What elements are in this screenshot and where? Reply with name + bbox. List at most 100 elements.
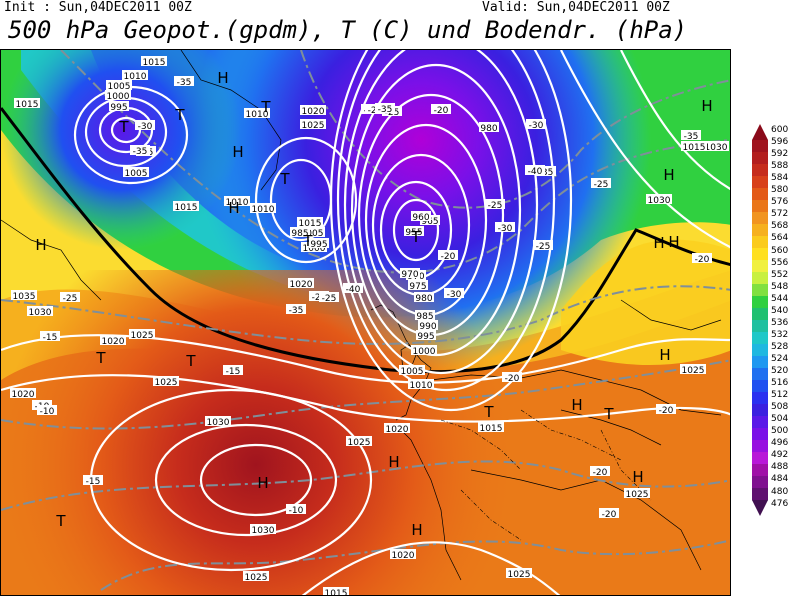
temperature-label-bg	[319, 292, 339, 302]
pressure-label-bg	[10, 388, 36, 398]
pressure-label-text: 1005	[108, 82, 131, 92]
colorbar-tick-label: 512	[771, 390, 789, 401]
colorbar-swatch	[752, 476, 768, 489]
colorbar-tick-label: 516	[771, 378, 789, 389]
temperature-label-text: -25	[488, 201, 503, 211]
high-center-text: H	[411, 521, 422, 539]
pressure-label-bg	[680, 364, 706, 374]
pressure-label-bg	[300, 105, 326, 115]
low-center: T	[260, 98, 271, 116]
pressure-label-bg	[100, 335, 126, 345]
pressure-label-bg	[288, 278, 314, 288]
colorbar-swatch	[752, 356, 768, 369]
temperature-label: -20	[692, 253, 712, 265]
low-center: T	[483, 403, 494, 421]
pressure-label-text: 1005	[401, 367, 424, 377]
pressure-label-text: 1030	[207, 418, 230, 428]
temperature-label: -35	[375, 103, 395, 115]
pressure-label: 980	[414, 292, 434, 304]
pressure-label-text: 995	[310, 240, 327, 250]
temperature-label: -10	[286, 504, 306, 516]
pressure-label-bg	[408, 379, 434, 389]
pressure-label-bg	[173, 201, 199, 211]
pressure-label-text: 955	[405, 228, 422, 238]
low-center: T	[279, 170, 290, 188]
pressure-label-text: 1010	[226, 198, 249, 208]
temperature-label: -20	[599, 508, 619, 520]
temperature-label-text: -25	[63, 294, 78, 304]
pressure-label: 1000	[411, 345, 437, 357]
high-center: H	[701, 97, 712, 115]
temperature-label-text: -35	[684, 132, 699, 142]
pressure-label-text: 985	[291, 229, 308, 239]
temperature-label-bg	[681, 130, 701, 140]
colorbar-swatch	[752, 368, 768, 381]
colorbar-swatch	[752, 124, 768, 140]
pressure-label: 1005	[106, 80, 132, 92]
temperature-label: -25	[60, 292, 80, 304]
temperature-label-bg	[174, 76, 194, 86]
temperature-label-text: -15	[226, 367, 241, 377]
colorbar-tick-label: 508	[771, 402, 789, 413]
temperature-label: -15	[40, 331, 60, 343]
pressure-label: 1030	[703, 141, 729, 153]
pressure-label: 1005	[123, 167, 149, 179]
colorbar-swatch	[752, 392, 768, 405]
pressure-label-bg	[106, 80, 132, 90]
low-center-text: T	[410, 228, 421, 246]
temperature-label-text: -25	[536, 242, 551, 252]
pressure-label-text: 1030	[648, 196, 671, 206]
high-center: H	[232, 143, 243, 161]
colorbar-tick-label: 568	[771, 221, 789, 232]
low-center: T	[410, 228, 421, 246]
pressure-label: 975	[408, 280, 428, 292]
pressure-label-text: 1025	[682, 366, 705, 376]
pressure-label-bg	[411, 211, 431, 221]
high-center-text: H	[659, 346, 670, 364]
temperature-label-bg	[438, 250, 458, 260]
colorbar-swatch	[752, 416, 768, 429]
pressure-label: 1015	[681, 141, 707, 153]
temperature-label-bg	[692, 253, 712, 263]
pressure-label-text: 1025	[245, 573, 268, 583]
pressure-label-text: 1000	[303, 244, 326, 254]
pressure-label: 990	[418, 320, 438, 332]
pressure-label-bg	[123, 167, 149, 177]
temperature-label: -10	[37, 405, 57, 417]
colorbar-swatch	[752, 164, 768, 177]
colorbar-swatch	[752, 464, 768, 477]
pressure-label: 1020	[100, 335, 126, 347]
pressure-label: 1025	[243, 571, 269, 583]
pressure-label: 1020	[10, 388, 36, 400]
pressure-label-bg	[624, 488, 650, 498]
colorbar-swatch	[752, 308, 768, 321]
high-center-text: H	[663, 166, 674, 184]
pressure-label-bg	[153, 376, 179, 386]
pressure-label-bg	[418, 320, 438, 330]
temperature-label-bg	[495, 222, 515, 232]
pressure-label: 1030	[205, 416, 231, 428]
pressure-label-text: 1015	[16, 100, 39, 110]
temperature-label-text: -40	[346, 285, 361, 295]
pressure-label: 1025	[680, 364, 706, 376]
weather-map: 1015 1010 1005 1000 995 1015 1020 1025 1010 1015 1…	[0, 49, 731, 596]
temperature-label-bg	[536, 166, 556, 176]
colorbar-swatch	[752, 140, 768, 153]
colorbar-tick-label: 488	[771, 462, 789, 473]
pressure-label: 1000	[105, 90, 131, 102]
pressure-label-bg	[109, 101, 129, 111]
high-center: H	[228, 199, 239, 217]
colorbar-swatch	[752, 440, 768, 453]
colorbar-tick-label: 528	[771, 341, 789, 352]
pressure-label-text: 1025	[508, 570, 531, 580]
pressure-label-text: 1035	[13, 292, 36, 302]
pressure-label-bg	[11, 290, 37, 300]
high-center: H	[35, 236, 46, 254]
high-center-text: H	[668, 233, 679, 251]
pressure-label-bg	[299, 227, 325, 237]
pressure-label-bg	[384, 423, 410, 433]
pressure-label-bg	[646, 194, 672, 204]
pressure-label-text: 995	[417, 332, 434, 342]
colorbar-tick-label: 540	[771, 305, 789, 316]
temperature-label-text: -25	[594, 180, 609, 190]
